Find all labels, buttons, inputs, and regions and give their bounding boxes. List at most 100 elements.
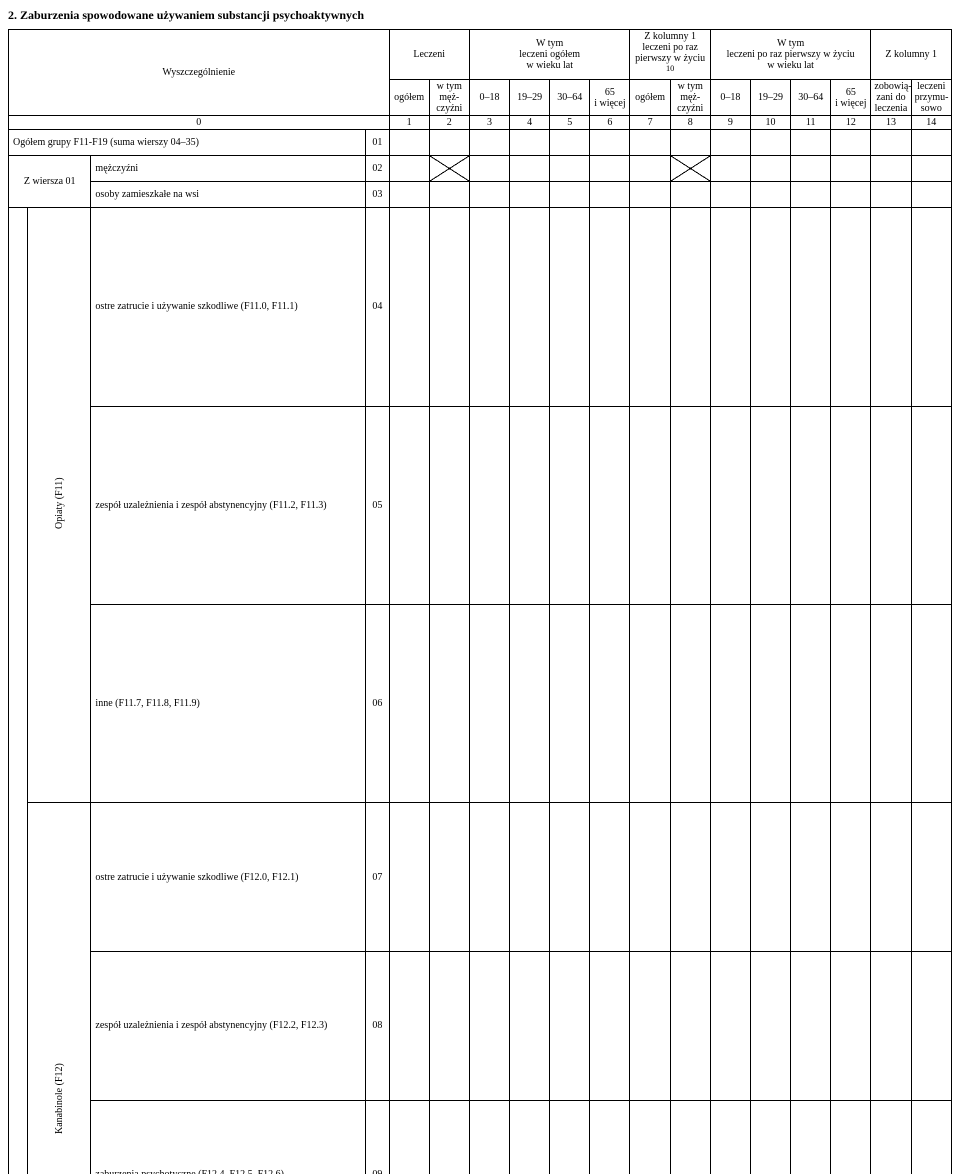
- data-cell[interactable]: [429, 1100, 469, 1174]
- data-cell[interactable]: [871, 156, 911, 182]
- data-cell[interactable]: [911, 406, 951, 604]
- data-cell[interactable]: [510, 1100, 550, 1174]
- data-cell[interactable]: [750, 130, 790, 156]
- data-cell[interactable]: [550, 406, 590, 604]
- data-cell[interactable]: [911, 182, 951, 208]
- data-cell[interactable]: [590, 604, 630, 802]
- data-cell[interactable]: [429, 803, 469, 952]
- data-cell[interactable]: [630, 604, 670, 802]
- data-cell[interactable]: [469, 803, 509, 952]
- data-cell[interactable]: [389, 803, 429, 952]
- data-cell[interactable]: [710, 406, 750, 604]
- data-cell[interactable]: [710, 952, 750, 1101]
- data-cell[interactable]: [871, 952, 911, 1101]
- data-cell[interactable]: [670, 604, 710, 802]
- data-cell[interactable]: [670, 803, 710, 952]
- data-cell[interactable]: [871, 130, 911, 156]
- data-cell[interactable]: [871, 182, 911, 208]
- data-cell[interactable]: [791, 130, 831, 156]
- data-cell[interactable]: [429, 182, 469, 208]
- data-cell[interactable]: [750, 406, 790, 604]
- data-cell[interactable]: [791, 1100, 831, 1174]
- data-cell[interactable]: [871, 1100, 911, 1174]
- data-cell[interactable]: [590, 952, 630, 1101]
- data-cell[interactable]: [871, 208, 911, 406]
- data-cell[interactable]: [710, 208, 750, 406]
- data-cell[interactable]: [871, 406, 911, 604]
- data-cell[interactable]: [630, 156, 670, 182]
- data-cell[interactable]: [670, 952, 710, 1101]
- data-cell[interactable]: [670, 182, 710, 208]
- data-cell[interactable]: [630, 1100, 670, 1174]
- data-cell[interactable]: [550, 156, 590, 182]
- data-cell[interactable]: [389, 604, 429, 802]
- data-cell[interactable]: [590, 182, 630, 208]
- data-cell[interactable]: [389, 406, 429, 604]
- data-cell[interactable]: [791, 406, 831, 604]
- data-cell[interactable]: [791, 208, 831, 406]
- data-cell[interactable]: [469, 156, 509, 182]
- data-cell[interactable]: [429, 208, 469, 406]
- data-cell[interactable]: [510, 182, 550, 208]
- data-cell[interactable]: [469, 1100, 509, 1174]
- data-cell[interactable]: [911, 1100, 951, 1174]
- data-cell[interactable]: [710, 182, 750, 208]
- data-cell[interactable]: [710, 1100, 750, 1174]
- data-cell[interactable]: [911, 803, 951, 952]
- data-cell[interactable]: [911, 604, 951, 802]
- data-cell[interactable]: [550, 182, 590, 208]
- data-cell[interactable]: [831, 952, 871, 1101]
- data-cell[interactable]: [630, 803, 670, 952]
- data-cell[interactable]: [510, 208, 550, 406]
- data-cell[interactable]: [590, 1100, 630, 1174]
- data-cell[interactable]: [911, 208, 951, 406]
- data-cell[interactable]: [831, 406, 871, 604]
- data-cell[interactable]: [389, 952, 429, 1101]
- data-cell[interactable]: [590, 803, 630, 952]
- data-cell[interactable]: [630, 130, 670, 156]
- data-cell[interactable]: [429, 406, 469, 604]
- data-cell[interactable]: [831, 156, 871, 182]
- data-cell[interactable]: [429, 952, 469, 1101]
- data-cell[interactable]: [911, 130, 951, 156]
- data-cell[interactable]: [389, 1100, 429, 1174]
- data-cell[interactable]: [831, 803, 871, 952]
- data-cell[interactable]: [510, 952, 550, 1101]
- data-cell[interactable]: [750, 952, 790, 1101]
- data-cell[interactable]: [750, 1100, 790, 1174]
- data-cell[interactable]: [429, 130, 469, 156]
- data-cell[interactable]: [831, 130, 871, 156]
- data-cell[interactable]: [389, 182, 429, 208]
- data-cell[interactable]: [670, 406, 710, 604]
- data-cell[interactable]: [630, 208, 670, 406]
- data-cell[interactable]: [710, 156, 750, 182]
- data-cell[interactable]: [831, 1100, 871, 1174]
- data-cell[interactable]: [791, 952, 831, 1101]
- data-cell[interactable]: [911, 952, 951, 1101]
- data-cell[interactable]: [791, 604, 831, 802]
- data-cell[interactable]: [750, 803, 790, 952]
- data-cell[interactable]: [791, 803, 831, 952]
- data-cell[interactable]: [750, 156, 790, 182]
- data-cell[interactable]: [791, 182, 831, 208]
- data-cell[interactable]: [389, 156, 429, 182]
- data-cell[interactable]: [710, 130, 750, 156]
- data-cell[interactable]: [469, 130, 509, 156]
- data-cell[interactable]: [550, 208, 590, 406]
- data-cell[interactable]: [550, 803, 590, 952]
- data-cell[interactable]: [590, 208, 630, 406]
- data-cell[interactable]: [510, 604, 550, 802]
- data-cell[interactable]: [791, 156, 831, 182]
- data-cell[interactable]: [831, 604, 871, 802]
- data-cell[interactable]: [670, 1100, 710, 1174]
- data-cell[interactable]: [389, 208, 429, 406]
- data-cell[interactable]: [871, 604, 911, 802]
- data-cell[interactable]: [550, 952, 590, 1101]
- data-cell[interactable]: [670, 208, 710, 406]
- data-cell[interactable]: [469, 952, 509, 1101]
- data-cell[interactable]: [710, 803, 750, 952]
- data-cell[interactable]: [550, 604, 590, 802]
- data-cell[interactable]: [710, 604, 750, 802]
- data-cell[interactable]: [429, 604, 469, 802]
- data-cell[interactable]: [469, 182, 509, 208]
